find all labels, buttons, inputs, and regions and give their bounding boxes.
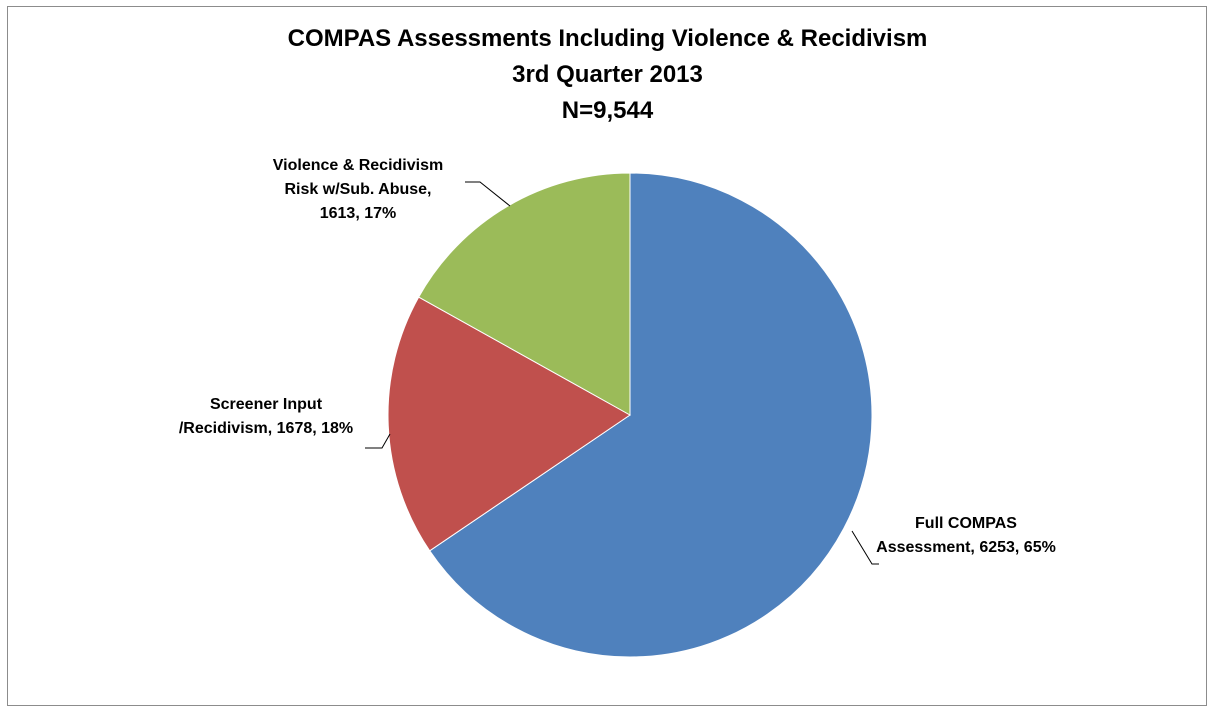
slice-label-line: Risk w/Sub. Abuse, <box>285 181 432 198</box>
chart-total-label: N=9,544 <box>561 97 654 124</box>
leader-line-1 <box>851 530 879 565</box>
slice-label-line: /Recidivism, 1678, 18% <box>179 420 353 437</box>
slice-label-3: Violence & Recidivism Risk w/Sub. Abuse, 1… <box>273 157 443 222</box>
pie-slice-1 <box>429 172 873 658</box>
slice-label-line: Full COMPAS <box>915 515 1017 532</box>
slice-label-line: Screener Input <box>210 396 323 413</box>
slice-label-line: 1613, 17% <box>320 205 397 222</box>
chart-title: COMPAS Assessments Including Violence & … <box>287 25 928 52</box>
chart-subtitle: 3rd Quarter 2013 <box>512 61 703 88</box>
pie-slice-2 <box>387 296 631 552</box>
pie-slice-3 <box>417 172 631 416</box>
slice-label-2: Screener Input/Recidivism, 1678, 18% <box>179 396 353 437</box>
leader-line-3 <box>465 181 511 207</box>
slice-label-line: Violence & Recidivism <box>273 157 443 174</box>
leader-line-2 <box>365 433 391 449</box>
slice-label-line: Assessment, 6253, 65% <box>876 539 1056 556</box>
slice-label-1: Full COMPAS Assessment, 6253, 65% <box>876 515 1056 556</box>
